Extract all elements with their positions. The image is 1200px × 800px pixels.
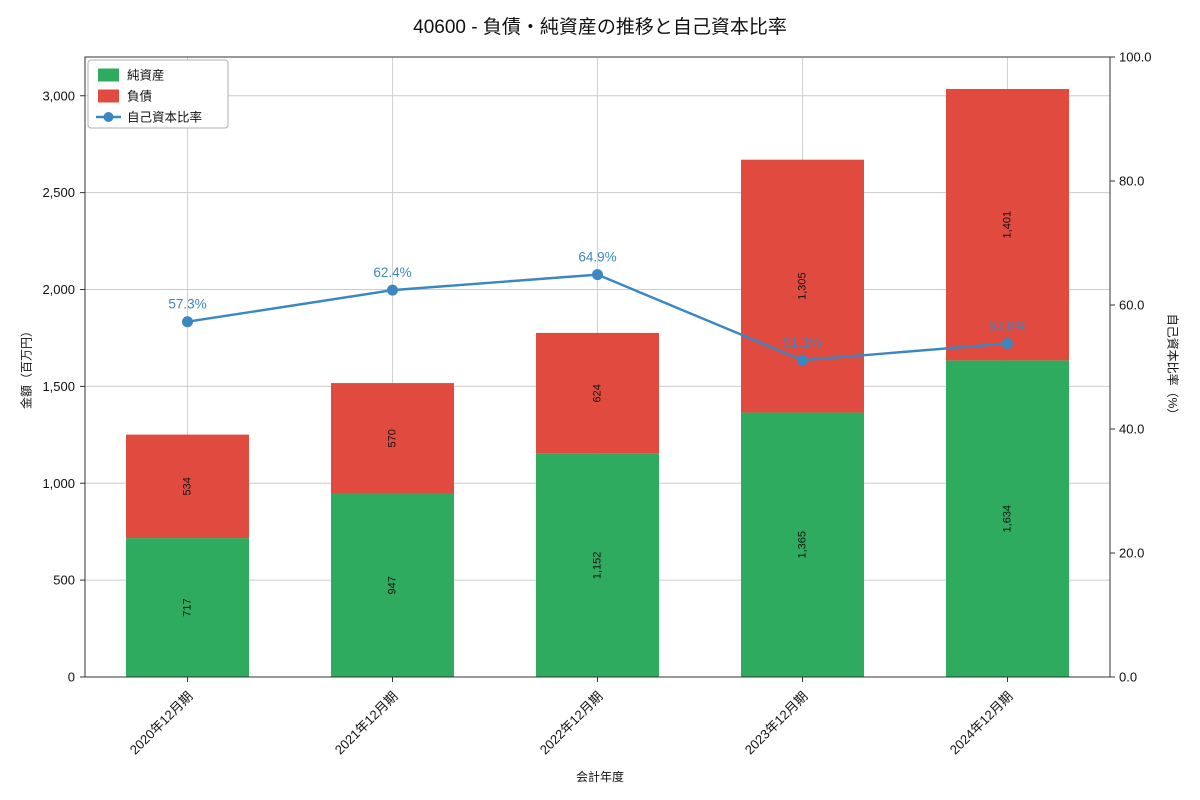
net-assets-bar	[946, 360, 1069, 677]
liabilities-value-label: 534	[181, 477, 193, 495]
ratio-point-label: 51.1%	[783, 335, 821, 350]
x-axis-label: 会計年度	[575, 770, 624, 784]
net-assets-value-label: 717	[181, 598, 193, 616]
net-assets-bar	[331, 493, 454, 677]
liabilities-value-label: 1,305	[796, 272, 808, 300]
ratio-point-label: 57.3%	[168, 297, 206, 312]
legend-label: 負債	[127, 89, 152, 104]
ratio-point-label: 64.9%	[578, 250, 616, 265]
net-assets-bar	[741, 412, 864, 677]
ratio-marker	[182, 316, 193, 328]
net-assets-value-label: 947	[386, 576, 398, 594]
net-assets-value-label: 1,365	[796, 531, 808, 559]
liabilities-value-label: 624	[591, 384, 603, 402]
ratio-line: 57.3% 62.4% 64.9% 51.1% 53.8%	[168, 250, 1027, 366]
left-tick-label: 1,000	[42, 476, 75, 491]
left-tick-label: 1,500	[42, 379, 75, 394]
bars: 717 534 947 570 1,152 624 1,365 1,305 1,634 1,401	[126, 88, 1069, 677]
ratio-marker	[1002, 337, 1013, 349]
liabilities-value-label: 1,401	[1001, 211, 1013, 239]
right-tick-label: 0.0	[1119, 670, 1137, 685]
legend-marker	[103, 112, 114, 122]
left-tick-label: 500	[53, 573, 75, 588]
liabilities-bar	[536, 332, 659, 454]
liabilities-bar	[126, 434, 249, 539]
x-tick-label: 2024年12月期	[947, 689, 1016, 758]
right-tick-label: 20.0	[1119, 546, 1144, 561]
net-assets-bar	[126, 538, 249, 677]
x-tick-label: 2021年12月期	[332, 689, 401, 758]
legend-swatch	[98, 68, 119, 82]
x-tick-label: 2022年12月期	[537, 689, 606, 758]
net-assets-value-label: 1,152	[591, 552, 603, 580]
left-tick-label: 0	[68, 670, 75, 685]
left-tick-label: 2,000	[42, 282, 75, 297]
x-tick-label: 2023年12月期	[742, 689, 811, 758]
right-tick-label: 100.0	[1119, 50, 1152, 65]
liabilities-value-label: 570	[386, 429, 398, 447]
ratio-marker	[592, 269, 603, 281]
net-assets-value-label: 1,634	[1001, 505, 1013, 533]
right-tick-label: 60.0	[1119, 298, 1144, 313]
legend-swatch	[98, 89, 119, 103]
ratio-marker	[797, 354, 808, 366]
right-tick-label: 40.0	[1119, 422, 1144, 437]
ratio-point-label: 62.4%	[373, 265, 411, 280]
liabilities-bar	[331, 383, 454, 494]
liabilities-bar	[946, 88, 1069, 361]
chart-title: 40600 - 負債・純資産の推移と自己資本比率	[413, 17, 787, 38]
left-tick-label: 3,000	[42, 88, 75, 103]
liabilities-bar	[741, 159, 864, 413]
net-assets-bar	[536, 453, 659, 677]
right-tick-label: 80.0	[1119, 174, 1144, 189]
ratio-marker	[387, 284, 398, 296]
legend-label: 自己資本比率	[127, 110, 202, 125]
legend-box	[87, 59, 229, 129]
x-tick-label: 2020年12月期	[127, 689, 196, 758]
ratio-point-label: 53.8%	[988, 318, 1026, 333]
legend-label: 純資産	[127, 68, 165, 83]
left-tick-label: 2,500	[42, 185, 75, 200]
